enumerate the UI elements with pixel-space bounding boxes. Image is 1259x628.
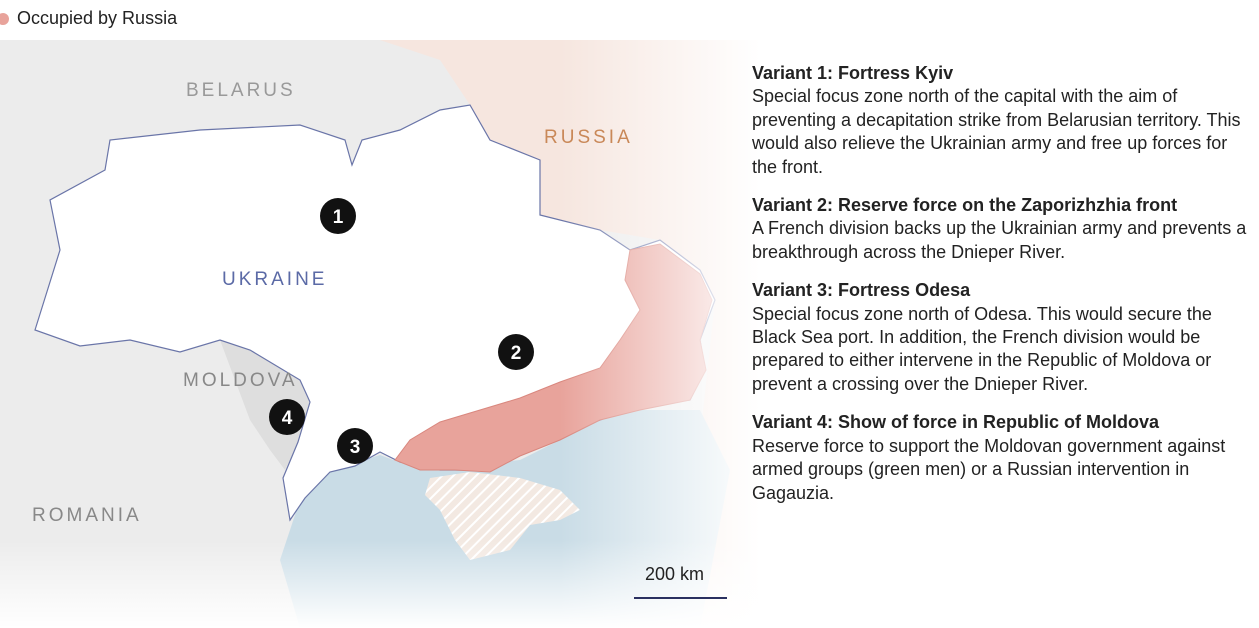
marker-2[interactable]: 2	[498, 334, 534, 370]
variants-list: Variant 1: Fortress Kyiv Special focus zo…	[752, 62, 1257, 520]
label-romania: ROMANIA	[32, 505, 142, 526]
label-russia: RUSSIA	[544, 127, 633, 148]
legend: Occupied by Russia	[0, 8, 177, 29]
marker-1[interactable]: 1	[320, 198, 356, 234]
variant-text: A French division backs up the Ukrainian…	[752, 218, 1247, 262]
svg-text:1: 1	[333, 207, 344, 228]
variant-title: Variant 1: Fortress Kyiv	[752, 63, 954, 83]
variant-1: Variant 1: Fortress Kyiv Special focus zo…	[752, 62, 1257, 179]
svg-text:3: 3	[350, 437, 361, 458]
variant-title: Variant 3: Fortress Odesa	[752, 280, 971, 301]
svg-text:2: 2	[511, 343, 522, 364]
variant-title: Variant 4: Show of force in Republic of …	[752, 412, 1160, 433]
scale-label: 200 km	[645, 564, 705, 584]
variant-title: Variant 2: Reserve force on the Zaporizh…	[752, 195, 1178, 216]
variant-text: Reserve force to support the Moldovan go…	[752, 435, 1226, 503]
variant-2: Variant 2: Reserve force on the Zaporizh…	[752, 194, 1257, 264]
occupied-swatch	[0, 12, 9, 25]
variant-4: Variant 4: Show of force in Republic of …	[752, 411, 1257, 505]
marker-4[interactable]: 4	[269, 399, 305, 435]
svg-text:4: 4	[282, 408, 293, 429]
variant-3: Variant 3: Fortress Odesa Special focus z…	[752, 279, 1257, 396]
label-moldova: MOLDOVA	[183, 370, 298, 391]
marker-3[interactable]: 3	[337, 428, 373, 464]
scale-bar	[634, 597, 727, 599]
label-belarus: BELARUS	[186, 80, 296, 101]
variant-text: Special focus zone north of the capital …	[752, 86, 1241, 177]
legend-label: Occupied by Russia	[17, 8, 178, 28]
crimea-area	[425, 472, 580, 560]
variant-text: Special focus zone north of Odesa. This …	[752, 303, 1212, 394]
label-ukraine: UKRAINE	[222, 269, 328, 290]
